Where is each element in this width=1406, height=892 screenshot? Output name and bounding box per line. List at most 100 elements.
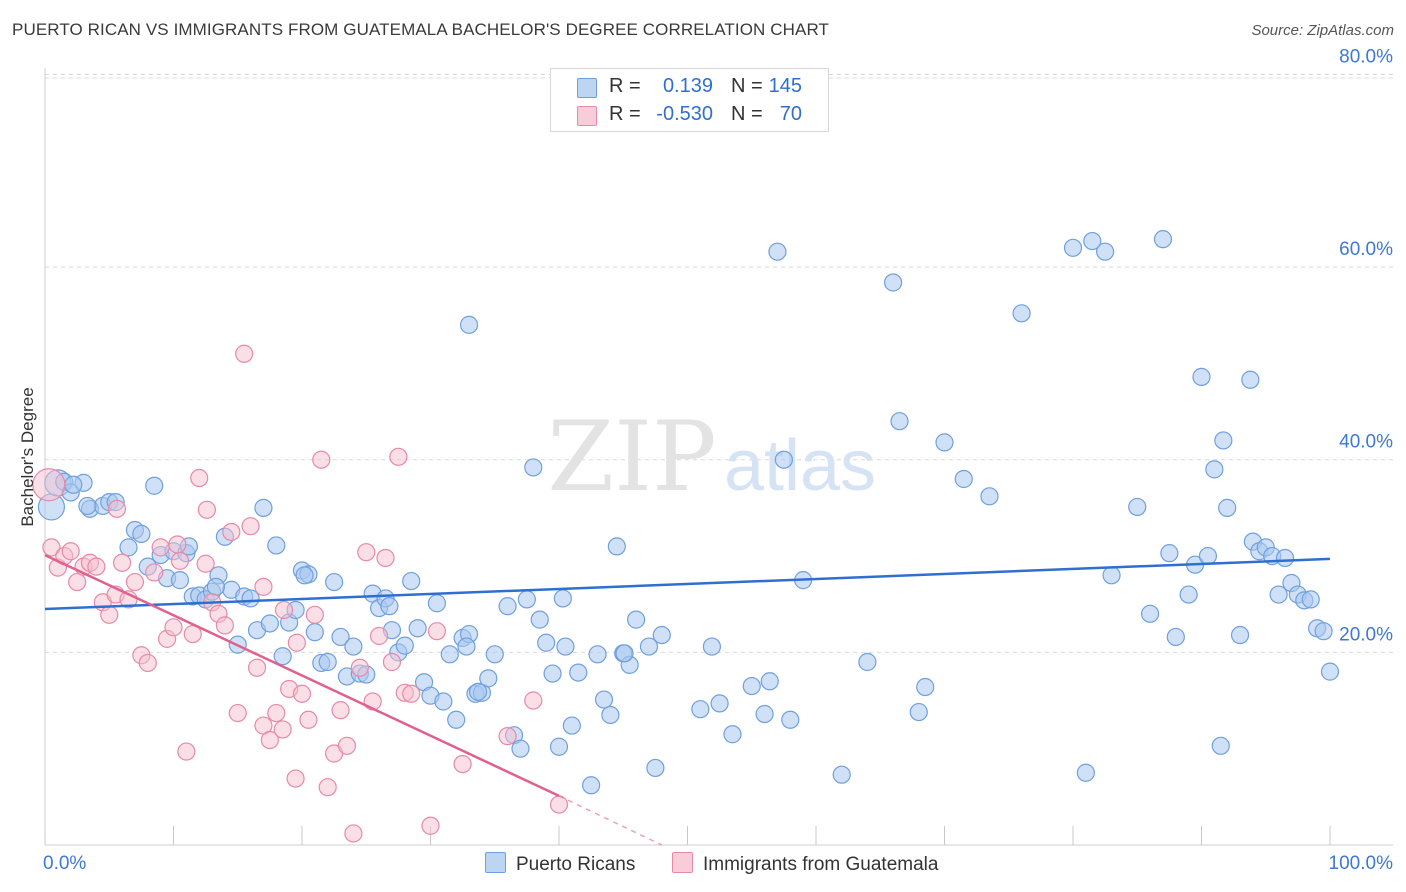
point-puerto-rican [1230,625,1250,645]
point-puerto-rican [954,469,973,489]
point-puerto-rican [395,636,414,655]
point-puerto-rican [325,572,344,592]
y-tick-label: 80.0% [1339,46,1393,67]
watermark-atlas: atlas [724,426,876,506]
point-puerto-rican [1214,431,1233,450]
point-puerto-rican [1160,544,1179,563]
point-puerto-rican [1205,460,1224,479]
point-puerto-rican [408,619,427,638]
point-guatemala [286,769,305,788]
point-puerto-rican [206,577,226,596]
point-puerto-rican [615,644,634,663]
point-puerto-rican [1096,242,1115,261]
axis-labels: 20.0% 40.0% 60.0% 80.0% 0.0% 100.0% Bachelor's… [18,46,1393,874]
point-puerto-rican [569,663,588,682]
point-puerto-rican [781,710,800,729]
point-guatemala [421,816,440,835]
point-guatemala [196,554,215,573]
point-guatemala [87,557,106,576]
point-guatemala [453,754,472,774]
point-puerto-rican [1140,604,1160,623]
point-puerto-rican [607,537,626,556]
point-puerto-rican [402,571,421,591]
point-puerto-rican [742,676,761,696]
point-puerto-rican [78,496,97,516]
point-guatemala [331,701,350,720]
point-puerto-rican [1269,585,1288,604]
legend-n-label: N = [731,75,763,97]
point-puerto-rican [691,700,710,719]
point-puerto-rican [553,589,572,608]
point-puerto-rican [344,637,363,656]
point-guatemala [254,577,273,596]
point-guatemala [235,344,254,363]
point-puerto-rican [119,538,138,557]
point-guatemala [112,553,132,572]
point-guatemala [164,618,183,637]
point-puerto-rican [916,677,935,697]
bottom-legend-guatemala: Immigrants from Guatemala [672,852,938,876]
point-guatemala [318,778,337,797]
legend-row-guatemala: R = -0.530 N = 70 [551,101,828,129]
point-guatemala [222,522,241,542]
point-puerto-rican [305,623,324,642]
point-puerto-rican [1275,548,1295,568]
watermark-zip: ZIP [547,401,716,513]
y-tick-label: 40.0% [1339,432,1393,453]
y-tick-label: 60.0% [1339,239,1393,260]
legend-swatch-pink [577,106,597,126]
point-puerto-rican [1314,622,1333,641]
point-puerto-rican [517,590,536,609]
point-guatemala [273,720,292,739]
point-guatemala [42,538,61,557]
point-puerto-rican [1083,231,1102,251]
point-puerto-rican [543,664,562,683]
point-puerto-rican [241,589,260,608]
legend-row-puerto-ricans: R = 0.139 N = 145 [551,73,828,101]
point-guatemala [376,548,395,568]
point-guatemala [370,626,389,646]
point-guatemala [61,542,80,561]
point-puerto-rican [1211,736,1230,755]
bottom-legend-swatch-pink [672,852,693,873]
source-label: Source: ZipAtlas.com [1251,22,1394,39]
point-puerto-rican [511,739,530,758]
bottom-legend-label-blue: Puerto Ricans [516,854,636,875]
point-puerto-rican [935,433,954,452]
chart-title: PUERTO RICAN VS IMMIGRANTS FROM GUATEMAL… [12,20,829,39]
point-guatemala [138,653,157,673]
legend-r-value: -0.530 [656,103,713,125]
point-guatemala [312,450,331,469]
point-guatemala [267,703,286,723]
point-guatemala [100,605,119,624]
bottom-legend-puerto-ricans: Puerto Ricans [485,852,635,876]
point-puerto-rican [524,458,543,477]
point-guatemala [177,742,196,761]
point-puerto-rican [858,652,877,672]
axes [44,68,1393,846]
point-puerto-rican [1198,546,1218,566]
point-guatemala [260,730,279,750]
point-guatemala [228,703,247,723]
legend-swatch-blue [577,78,597,98]
point-puerto-rican [498,597,517,616]
point-puerto-rican [1128,497,1147,517]
point-puerto-rican [1153,230,1173,249]
point-guatemala [287,633,306,652]
point-guatemala [292,684,312,703]
point-puerto-rican [479,669,498,688]
point-puerto-rican [537,633,556,652]
point-puerto-rican [1012,304,1031,323]
legend-r-label: R = [609,75,641,97]
point-puerto-rican [295,566,314,585]
point-puerto-rican [980,487,999,506]
point-guatemala [241,517,260,536]
point-puerto-rican [1166,627,1185,647]
point-puerto-rican [1301,590,1320,609]
point-guatemala [170,551,190,570]
point-puerto-rican [318,652,337,672]
point-puerto-rican [639,637,659,656]
point-guatemala [197,500,217,519]
point-puerto-rican [549,737,569,756]
